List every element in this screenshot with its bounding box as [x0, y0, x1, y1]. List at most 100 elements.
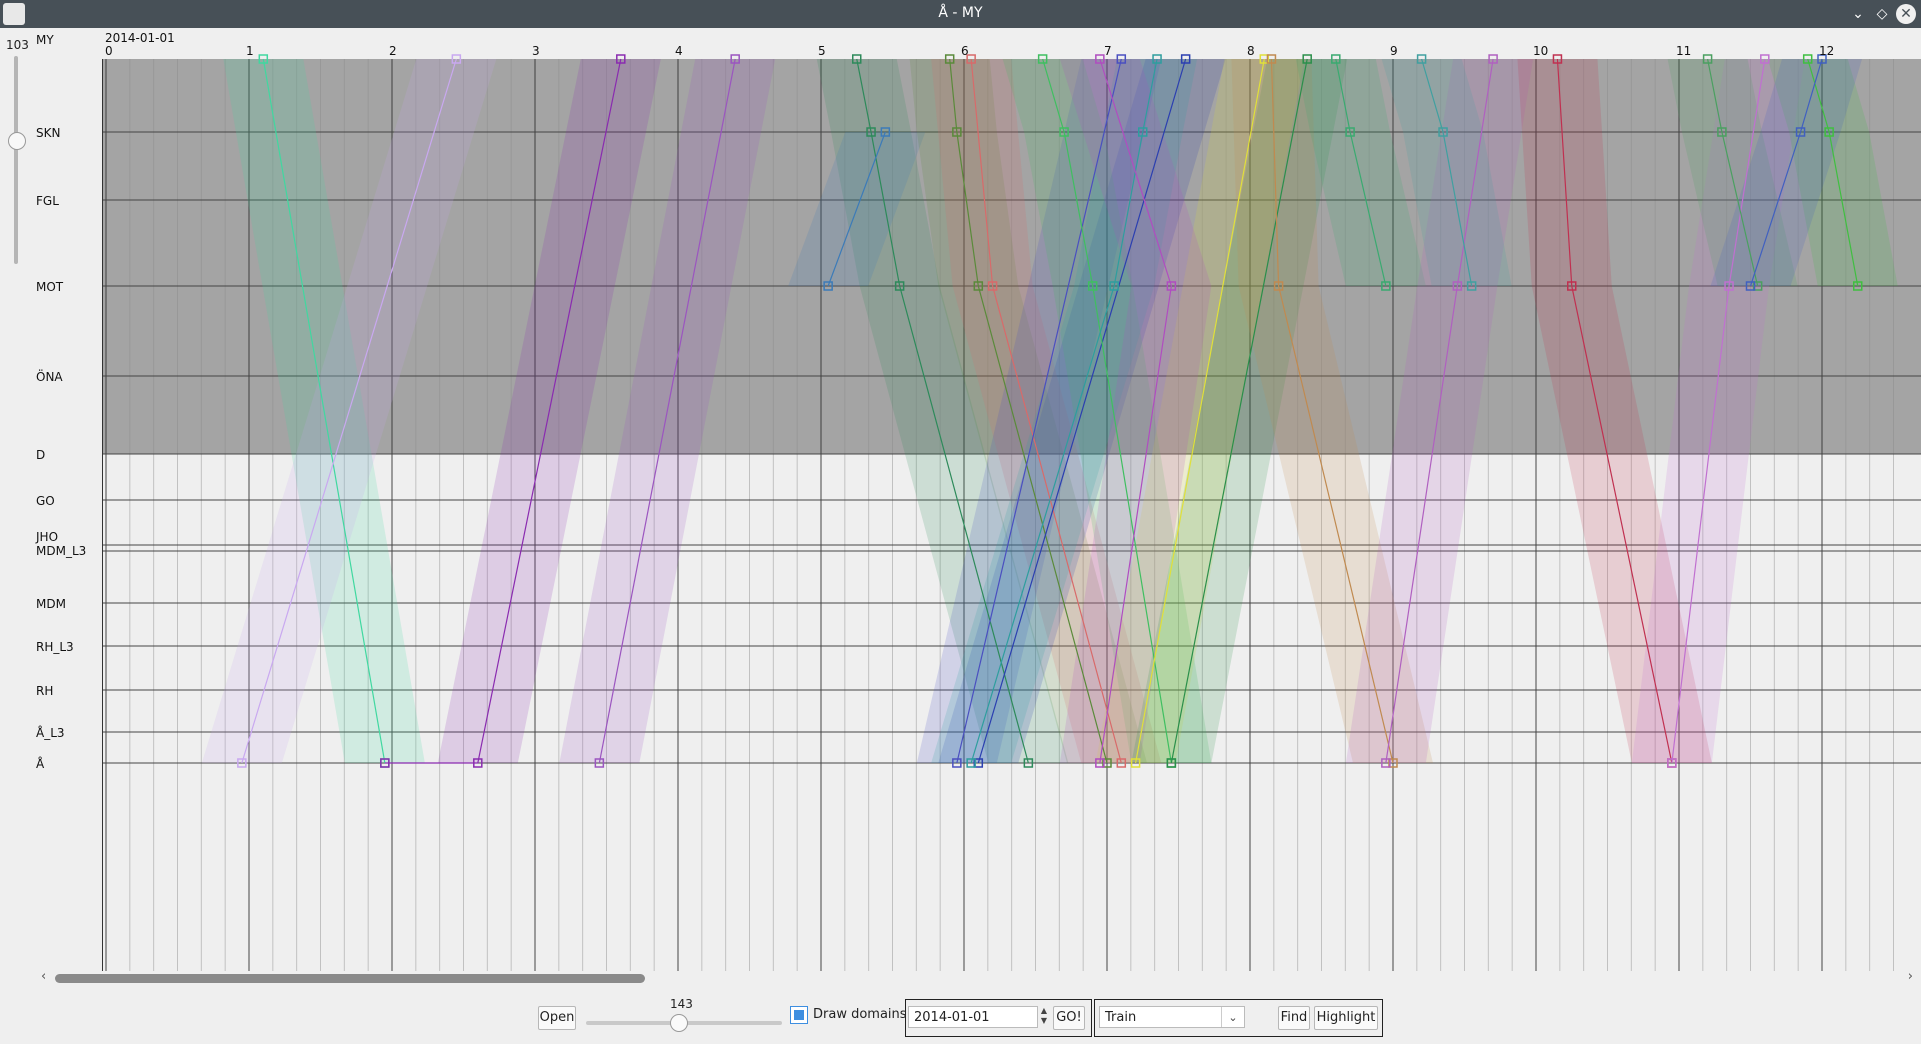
train-path [262, 58, 386, 764]
control-bar: Open 143 Draw domains 2014-01-01 ▲ ▼ GO! … [0, 990, 1921, 1044]
train-path [1556, 58, 1673, 764]
station-label-10: RH_L3 [36, 640, 74, 654]
minimize-icon[interactable]: ⌄ [1852, 6, 1864, 22]
station-label-0: MY [36, 33, 54, 47]
train-path [956, 58, 1122, 764]
app-icon [3, 3, 25, 25]
domain-shaded-area [103, 59, 1921, 454]
train-stop-marker [1138, 127, 1148, 137]
train-path [1042, 58, 1172, 764]
x-tick-label: 6 [961, 44, 969, 58]
train-stop-marker [1116, 54, 1127, 64]
horizontal-scrollbar[interactable]: ‹ › [33, 969, 1921, 985]
go-button[interactable]: GO! [1053, 1006, 1085, 1030]
train-stop-marker [966, 54, 976, 64]
train-stop-marker [1023, 758, 1034, 768]
station-label-3: MOT [36, 280, 64, 294]
zoom-value: 143 [670, 997, 693, 1011]
train-path [1671, 58, 1766, 764]
vertical-zoom-thumb[interactable] [8, 132, 26, 150]
train-domain-band [1381, 59, 1512, 286]
find-button[interactable]: Find [1278, 1006, 1310, 1030]
open-button[interactable]: Open [538, 1006, 576, 1030]
start-date-label: 2014-01-01 [105, 31, 175, 45]
train-path [384, 58, 622, 764]
train-path [1270, 58, 1394, 764]
station-label-11: RH [36, 684, 53, 698]
train-stop-marker [1817, 54, 1827, 64]
train-path [1170, 58, 1308, 764]
train-domain-band [1345, 59, 1534, 763]
train-stop-marker [1760, 54, 1770, 64]
train-domain-band [1631, 59, 1805, 763]
train-group [1094, 999, 1383, 1037]
train-stop-marker [1116, 758, 1127, 768]
maximize-icon[interactable]: ◇ [1876, 6, 1888, 22]
date-field[interactable]: 2014-01-01 [908, 1006, 1038, 1028]
scroll-left-icon[interactable]: ‹ [41, 969, 47, 984]
x-tick-label: 4 [675, 44, 683, 58]
train-stop-marker [1152, 54, 1162, 64]
station-label-13: Å [36, 756, 45, 771]
vertical-zoom-track[interactable] [14, 56, 18, 264]
graph-left-border [102, 59, 103, 971]
train-stop-marker [1037, 54, 1048, 64]
train-stop-marker [1109, 281, 1119, 291]
highlight-button[interactable]: Highlight [1314, 1006, 1378, 1030]
draw-domains-checkbox[interactable] [790, 1006, 808, 1024]
train-stop-marker [1059, 127, 1069, 137]
x-tick-label: 3 [532, 44, 540, 58]
train-path [1099, 58, 1172, 764]
station-label-6: GO [36, 494, 55, 508]
x-tick-label: 2 [389, 44, 397, 58]
x-tick-label: 1 [246, 44, 254, 58]
scroll-right-icon[interactable]: › [1907, 969, 1913, 984]
train-stop-marker [380, 758, 390, 768]
x-tick-label: 5 [818, 44, 826, 58]
train-stop-marker [1745, 281, 1756, 291]
train-combo[interactable]: Train ⌄ [1099, 1006, 1245, 1028]
chevron-down-icon[interactable]: ⌄ [1221, 1007, 1244, 1027]
train-stop-marker [451, 54, 462, 64]
train-path [1385, 58, 1494, 764]
train-stop-marker [1853, 281, 1863, 291]
vertical-zoom-slider[interactable]: 103 [0, 28, 33, 978]
train-stop-marker [1180, 54, 1191, 64]
train-domain-band [816, 59, 1069, 763]
train-stop-marker [1567, 281, 1577, 291]
train-stop-marker [1345, 127, 1355, 137]
train-stop-marker [237, 758, 247, 768]
zoom-slider-thumb[interactable] [670, 1014, 688, 1032]
train-path [1421, 58, 1473, 287]
horizontal-scroll-thumb[interactable] [55, 974, 645, 983]
train-stop-marker [1166, 281, 1177, 291]
train-stop-marker [1717, 127, 1727, 137]
train-domain-band [1231, 59, 1433, 763]
train-stop-marker [1416, 54, 1427, 64]
train-stop-marker [1802, 54, 1813, 64]
station-label-9: MDM [36, 597, 66, 611]
vertical-zoom-value: 103 [6, 38, 29, 52]
date-spinner[interactable]: ▲ ▼ [1040, 1006, 1048, 1025]
train-path [1707, 58, 1759, 287]
station-label-8: MDM_L3 [36, 544, 86, 558]
station-label-4: ÖNA [36, 368, 63, 384]
station-label-5: D [36, 448, 45, 462]
checkbox-check-icon [794, 1010, 804, 1020]
train-stop-marker [1452, 281, 1463, 291]
title-bar: Å - MY ⌄ ◇ ✕ [0, 0, 1921, 28]
train-domain-band [1517, 59, 1712, 763]
train-stop-marker [1130, 758, 1141, 768]
train-path [1749, 58, 1823, 287]
close-icon[interactable]: ✕ [1896, 4, 1916, 24]
train-path [1135, 58, 1265, 764]
train-stop-marker [1302, 54, 1312, 64]
train-stop-marker [1166, 758, 1177, 768]
train-stop-marker [1095, 54, 1105, 64]
train-stop-marker [473, 758, 483, 768]
date-group [905, 999, 1092, 1037]
train-stop-marker [973, 758, 984, 768]
train-domain-band [1059, 59, 1212, 763]
train-stop-marker [258, 54, 269, 64]
